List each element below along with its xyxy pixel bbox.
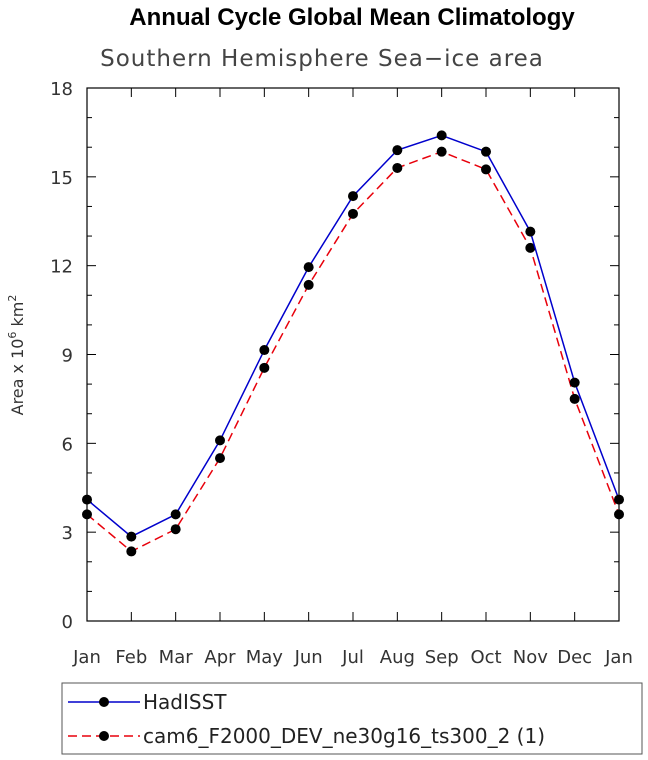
y-tick-label: 3 [62, 523, 73, 544]
x-tick-label: Jan [604, 647, 633, 668]
data-point [525, 242, 536, 253]
y-tick-label: 6 [62, 434, 73, 455]
data-point [82, 509, 92, 520]
data-point [303, 262, 314, 273]
data-point [569, 377, 580, 388]
legend-marker [99, 697, 109, 707]
legend: HadISST cam6_F2000_DEV_ne30g16_ts300_2 (1… [61, 682, 643, 755]
series [82, 146, 624, 557]
data-point [82, 494, 92, 505]
data-point [215, 435, 225, 446]
x-tick-label: Oct [470, 647, 501, 668]
y-axis-label: Area x 106 km2 [6, 295, 27, 416]
data-point [614, 509, 624, 520]
data-point [259, 362, 270, 373]
data-point [348, 208, 358, 219]
data-point [392, 145, 403, 156]
chart-subtitle: Southern Hemisphere Sea−ice area [100, 46, 544, 72]
data-point [569, 393, 580, 404]
x-tick-label: Feb [115, 647, 147, 668]
y-tick-label: 12 [50, 257, 73, 278]
x-tick-label: Jun [294, 647, 323, 668]
x-tick-label: Apr [204, 647, 236, 668]
x-tick-label: May [246, 647, 284, 668]
x-axis-ticks: Jan Feb Mar Apr May Jun Jul Aug Sep Oct Nov Dec Jan [72, 88, 633, 668]
x-tick-label: Jul [341, 647, 364, 668]
data-point [481, 146, 491, 157]
data-point [215, 453, 225, 464]
chart-title: Annual Cycle Global Mean Climatology [129, 4, 575, 31]
x-tick-label: Nov [513, 647, 548, 668]
x-tick-label: Mar [159, 647, 194, 668]
legend-items: HadISST cam6_F2000_DEV_ne30g16_ts300_2 (1… [68, 690, 545, 748]
y-tick-label: 15 [50, 168, 73, 189]
y-tick-label: 9 [62, 346, 73, 367]
series [82, 130, 624, 542]
legend-label: HadISST [143, 690, 227, 714]
data-point [126, 531, 137, 542]
y-tick-label: 18 [50, 79, 73, 100]
y-axis-ticks: 0 3 6 9 12 15 18 [50, 79, 619, 633]
legend-marker [99, 731, 109, 741]
plot-axes [86, 87, 620, 622]
data-point [170, 509, 181, 520]
data-point [170, 524, 181, 535]
data-point [436, 130, 447, 141]
data-point [348, 191, 358, 202]
series-layer [82, 130, 624, 557]
legend-label: cam6_F2000_DEV_ne30g16_ts300_2 (1) [143, 724, 545, 748]
data-point [614, 494, 624, 505]
x-tick-label: Jan [72, 647, 101, 668]
data-point [436, 146, 447, 157]
x-tick-label: Sep [425, 647, 459, 668]
data-point [525, 226, 536, 237]
x-tick-label: Dec [557, 647, 592, 668]
data-point [392, 162, 403, 173]
data-point [481, 164, 491, 175]
y-tick-label: 0 [62, 612, 73, 633]
data-point [259, 345, 270, 356]
data-point [126, 546, 137, 557]
x-tick-label: Aug [380, 647, 415, 668]
plot-frame [86, 87, 620, 622]
data-point [303, 279, 314, 290]
legend-box [61, 682, 643, 755]
